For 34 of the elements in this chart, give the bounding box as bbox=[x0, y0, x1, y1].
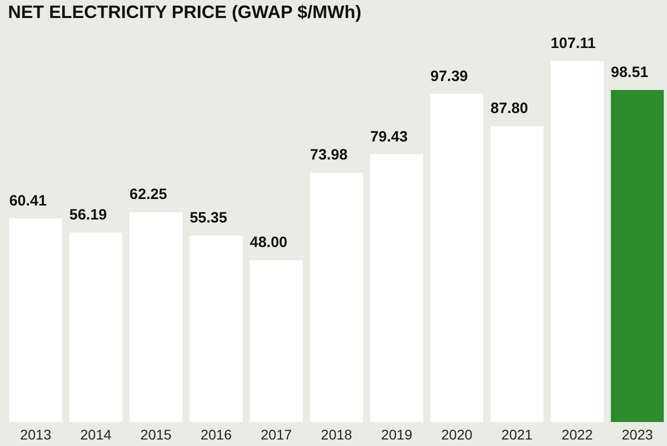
data-label: 56.19 bbox=[69, 206, 107, 224]
data-label: 55.35 bbox=[190, 209, 228, 226]
data-label: 97.39 bbox=[430, 68, 468, 85]
data-label: 107.11 bbox=[550, 35, 596, 52]
data-label: 62.25 bbox=[130, 186, 168, 204]
data-label: 60.41 bbox=[9, 192, 47, 210]
data-label: 98.51 bbox=[610, 64, 648, 81]
bar bbox=[370, 154, 424, 422]
bar bbox=[9, 218, 62, 422]
x-tick-label: 2020 bbox=[441, 426, 473, 442]
bar bbox=[430, 94, 484, 422]
x-tick-label: 2015 bbox=[140, 426, 172, 442]
data-label: 79.43 bbox=[370, 128, 408, 146]
bar bbox=[490, 126, 544, 422]
x-tick-label: 2023 bbox=[622, 426, 654, 442]
x-tick-label: 2014 bbox=[80, 426, 112, 442]
data-label: 87.80 bbox=[490, 100, 528, 118]
data-label: 48.00 bbox=[250, 234, 288, 252]
x-tick-label: 2018 bbox=[320, 426, 352, 442]
x-tick-label: 2013 bbox=[20, 426, 52, 442]
bar bbox=[310, 172, 363, 422]
x-tick-label: 2021 bbox=[501, 426, 533, 442]
data-label: 73.98 bbox=[310, 146, 348, 164]
bar bbox=[130, 212, 182, 422]
bar bbox=[190, 235, 243, 422]
bar bbox=[250, 260, 303, 422]
bar bbox=[610, 90, 664, 422]
bar bbox=[550, 61, 604, 422]
x-tick-label: 2017 bbox=[260, 426, 292, 442]
x-tick-label: 2016 bbox=[200, 426, 232, 442]
x-tick-label: 2022 bbox=[562, 426, 593, 442]
chart-title: NET ELECTRICITY PRICE (GWAP $/MWh) bbox=[8, 2, 362, 22]
x-tick-label: 2019 bbox=[381, 426, 412, 442]
bar bbox=[69, 232, 122, 422]
